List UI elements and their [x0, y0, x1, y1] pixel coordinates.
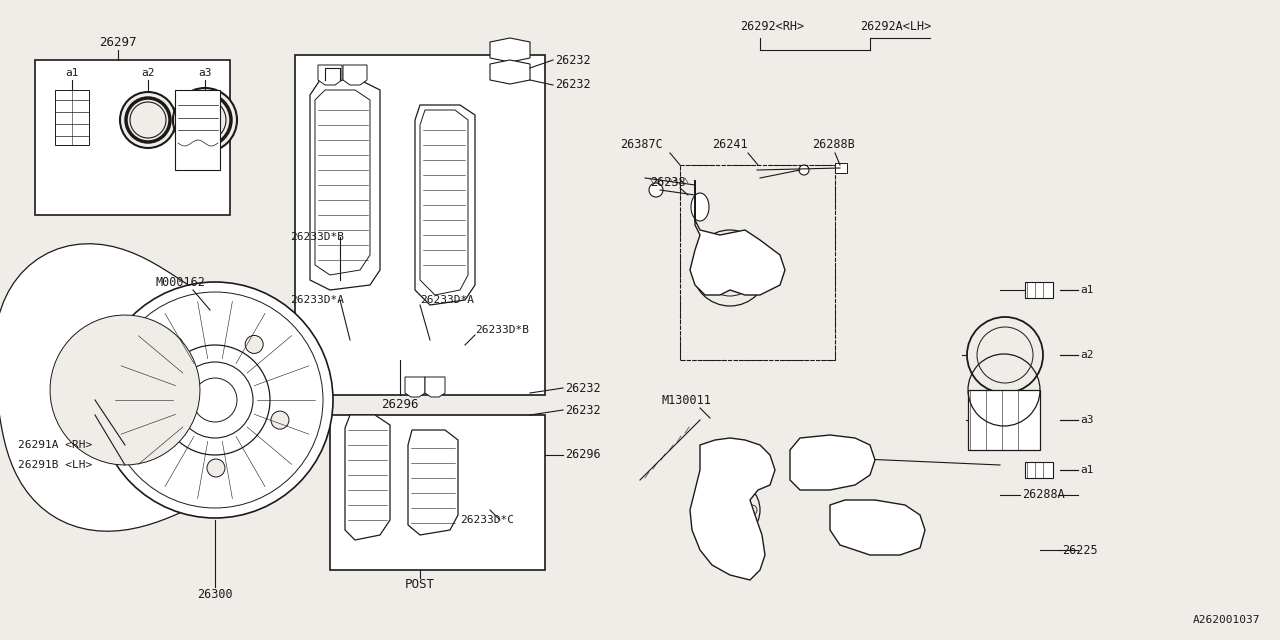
- Circle shape: [177, 362, 253, 438]
- Text: 26296: 26296: [381, 399, 419, 412]
- Text: 26232: 26232: [556, 79, 590, 92]
- Text: POST: POST: [404, 579, 435, 591]
- Text: a1: a1: [1080, 285, 1093, 295]
- Circle shape: [246, 335, 264, 353]
- Polygon shape: [690, 180, 785, 295]
- Polygon shape: [346, 415, 390, 540]
- Text: a1: a1: [1080, 465, 1093, 475]
- Text: 26288A: 26288A: [1021, 488, 1065, 502]
- Circle shape: [712, 492, 748, 528]
- Text: 26233D*B: 26233D*B: [475, 325, 529, 335]
- Circle shape: [271, 411, 289, 429]
- Circle shape: [207, 459, 225, 477]
- Text: 26232: 26232: [556, 54, 590, 67]
- Circle shape: [97, 282, 333, 518]
- Polygon shape: [490, 38, 530, 62]
- Bar: [968, 390, 1039, 450]
- Circle shape: [724, 527, 735, 537]
- Bar: [1025, 462, 1053, 478]
- Circle shape: [184, 99, 227, 141]
- Text: a2: a2: [141, 68, 155, 78]
- Circle shape: [120, 92, 177, 148]
- Bar: [680, 165, 835, 360]
- Circle shape: [799, 165, 809, 175]
- Circle shape: [966, 317, 1043, 393]
- Text: a2: a2: [1080, 350, 1093, 360]
- Text: A262001037: A262001037: [1193, 615, 1260, 625]
- Text: 26233D*A: 26233D*A: [420, 295, 474, 305]
- Text: 26292A<LH>: 26292A<LH>: [860, 20, 932, 33]
- Text: 26292<RH>: 26292<RH>: [740, 20, 804, 33]
- Polygon shape: [50, 315, 200, 465]
- Circle shape: [724, 483, 735, 493]
- Circle shape: [108, 292, 323, 508]
- Circle shape: [748, 505, 756, 515]
- Polygon shape: [425, 377, 445, 397]
- Text: a3: a3: [1080, 415, 1093, 425]
- Circle shape: [165, 337, 183, 355]
- Polygon shape: [829, 500, 925, 555]
- Circle shape: [131, 102, 166, 138]
- Text: 26233D*A: 26233D*A: [291, 295, 344, 305]
- Circle shape: [860, 515, 890, 545]
- Text: 26288B: 26288B: [812, 138, 855, 152]
- Polygon shape: [315, 90, 370, 275]
- Text: 26233D*B: 26233D*B: [291, 232, 344, 242]
- Polygon shape: [420, 110, 468, 295]
- Ellipse shape: [691, 193, 709, 221]
- Text: a1: a1: [65, 68, 79, 78]
- Text: 26300: 26300: [197, 589, 233, 602]
- Text: a3: a3: [198, 68, 211, 78]
- Circle shape: [649, 183, 663, 197]
- Polygon shape: [408, 430, 458, 535]
- Circle shape: [173, 88, 237, 152]
- Text: 26297: 26297: [100, 35, 137, 49]
- Polygon shape: [690, 438, 774, 580]
- Text: 26241: 26241: [712, 138, 748, 152]
- Bar: [1025, 282, 1053, 298]
- Polygon shape: [490, 60, 530, 84]
- Text: 26291B <LH>: 26291B <LH>: [18, 460, 92, 470]
- Circle shape: [703, 505, 713, 515]
- Polygon shape: [310, 80, 380, 290]
- Text: 26232: 26232: [564, 381, 600, 394]
- Polygon shape: [343, 65, 367, 85]
- Bar: [294, 55, 545, 395]
- Circle shape: [700, 480, 760, 540]
- Bar: [835, 163, 847, 173]
- Circle shape: [193, 378, 237, 422]
- Text: 26232: 26232: [564, 403, 600, 417]
- Circle shape: [828, 452, 844, 468]
- Polygon shape: [0, 244, 271, 531]
- Circle shape: [692, 230, 768, 306]
- Text: M130011: M130011: [662, 394, 712, 406]
- Text: 26225: 26225: [1062, 543, 1098, 557]
- Circle shape: [142, 413, 160, 431]
- Circle shape: [160, 345, 270, 455]
- Polygon shape: [790, 435, 876, 490]
- Bar: [35, 60, 230, 215]
- Circle shape: [977, 327, 1033, 383]
- Bar: [680, 165, 835, 360]
- Polygon shape: [404, 377, 425, 397]
- Text: 26291A <RH>: 26291A <RH>: [18, 440, 92, 450]
- Text: M000162: M000162: [155, 275, 205, 289]
- Circle shape: [701, 240, 758, 296]
- Bar: [55, 90, 90, 145]
- Bar: [175, 90, 220, 170]
- Text: 26233D*C: 26233D*C: [460, 515, 515, 525]
- Text: 26238: 26238: [650, 175, 686, 189]
- Text: 26387C: 26387C: [620, 138, 663, 152]
- Bar: [330, 415, 545, 570]
- Polygon shape: [317, 65, 342, 85]
- Text: 26296: 26296: [564, 449, 600, 461]
- Polygon shape: [415, 105, 475, 305]
